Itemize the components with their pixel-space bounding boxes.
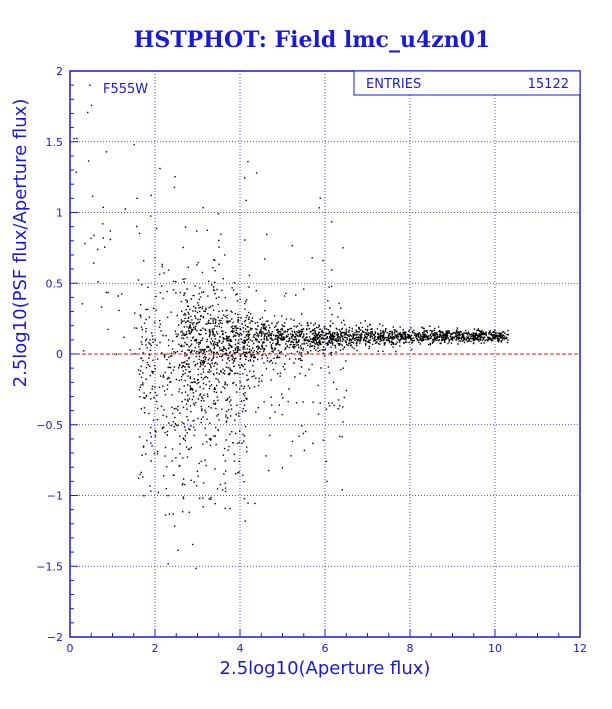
x-tick-label: 8	[407, 642, 414, 655]
y-tick-label: −1.5	[36, 560, 63, 573]
x-axis-label: 2.5log10(Aperture flux)	[220, 658, 431, 679]
y-tick-label: −2	[47, 631, 63, 644]
x-ticks: 0 2 4 6 8 10 12	[67, 629, 587, 655]
scatter-points	[73, 84, 509, 570]
stats-entries-label: ENTRIES	[366, 77, 421, 92]
stats-entries-value: 15122	[528, 77, 569, 92]
y-tick-label: 1.5	[46, 136, 64, 149]
y-ticks: −2 −1.5 −1 −0.5 0 0.5 1 1.5 2	[36, 65, 78, 644]
filter-label: F555W	[103, 82, 148, 97]
y-tick-label: −1	[47, 490, 63, 503]
x-tick-label: 12	[573, 642, 587, 655]
y-tick-label: 0.5	[46, 277, 64, 290]
y-axis-label: 2.5log10(PSF flux/Aperture flux)	[10, 99, 31, 388]
y-tick-label: 1	[56, 207, 63, 220]
x-tick-label: 2	[152, 642, 159, 655]
data-points	[73, 84, 509, 570]
x-tick-label: 10	[488, 642, 502, 655]
chart-title: HSTPHOT: Field lmc_u4zn01	[134, 27, 491, 53]
y-tick-label: 0	[56, 348, 63, 361]
x-tick-label: 0	[67, 642, 74, 655]
y-tick-label: 2	[56, 65, 63, 78]
y-tick-label: −0.5	[36, 419, 63, 432]
x-tick-label: 4	[237, 642, 244, 655]
x-tick-label: 6	[322, 642, 329, 655]
stats-box: ENTRIES 15122	[353, 70, 581, 96]
